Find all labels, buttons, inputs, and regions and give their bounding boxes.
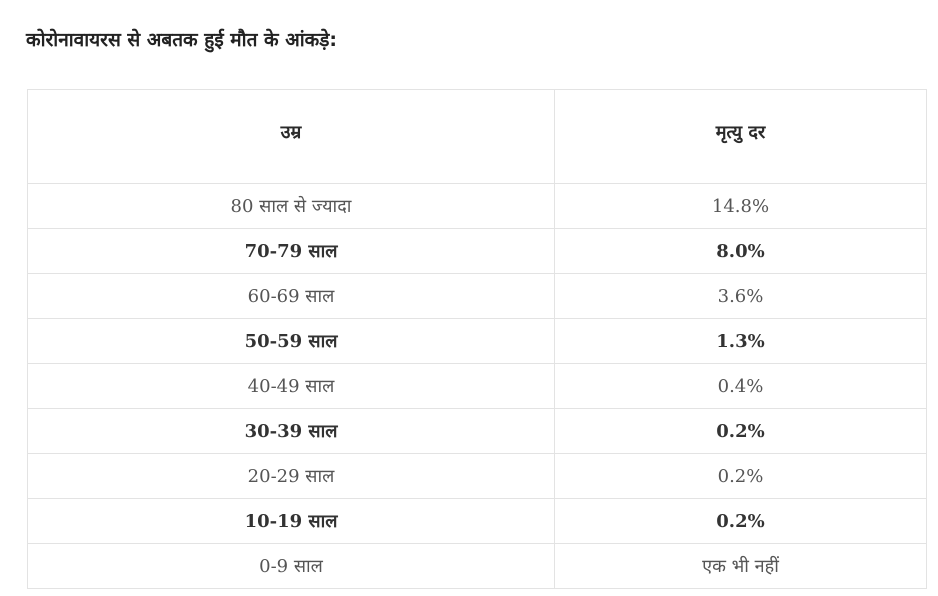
age-cell: 80 साल से ज्यादा [27,183,555,229]
table-row: 60-69 साल 3.6% [27,273,927,319]
page-heading: कोरोनावायरस से अबतक हुई मौत के आंकड़े: [26,29,338,51]
table-row: 80 साल से ज्यादा 14.8% [27,183,927,229]
age-cell: 40-49 साल [27,363,555,409]
rate-cell: 0.4% [554,363,927,409]
table-body: 80 साल से ज्यादा 14.8% 70-79 साल 8.0% 60… [27,183,927,589]
rate-cell: 1.3% [554,318,927,364]
age-cell: 10-19 साल [27,498,555,544]
table-row: 10-19 साल 0.2% [27,498,927,544]
age-cell: 60-69 साल [27,273,555,319]
table-row: 50-59 साल 1.3% [27,318,927,364]
table-row: 20-29 साल 0.2% [27,453,927,499]
age-cell: 20-29 साल [27,453,555,499]
header-death-rate: मृत्यु दर [554,89,927,184]
age-cell: 30-39 साल [27,408,555,454]
rate-cell: 8.0% [554,228,927,274]
header-age: उम्र [27,89,555,184]
age-cell: 70-79 साल [27,228,555,274]
table-row: 0-9 साल एक भी नहीं [27,543,927,589]
rate-cell: 3.6% [554,273,927,319]
table-row: 70-79 साल 8.0% [27,228,927,274]
mortality-table: उम्र मृत्यु दर 80 साल से ज्यादा 14.8% 70… [27,89,927,589]
rate-cell: 14.8% [554,183,927,229]
mortality-table-container: उम्र मृत्यु दर 80 साल से ज्यादा 14.8% 70… [27,89,927,589]
age-cell: 0-9 साल [27,543,555,589]
table-header: उम्र मृत्यु दर [27,89,927,184]
rate-cell: 0.2% [554,453,927,499]
rate-cell: 0.2% [554,498,927,544]
table-row: 30-39 साल 0.2% [27,408,927,454]
age-cell: 50-59 साल [27,318,555,364]
rate-cell: 0.2% [554,408,927,454]
table-row: 40-49 साल 0.4% [27,363,927,409]
rate-cell: एक भी नहीं [554,543,927,589]
header-row: उम्र मृत्यु दर [27,89,927,184]
